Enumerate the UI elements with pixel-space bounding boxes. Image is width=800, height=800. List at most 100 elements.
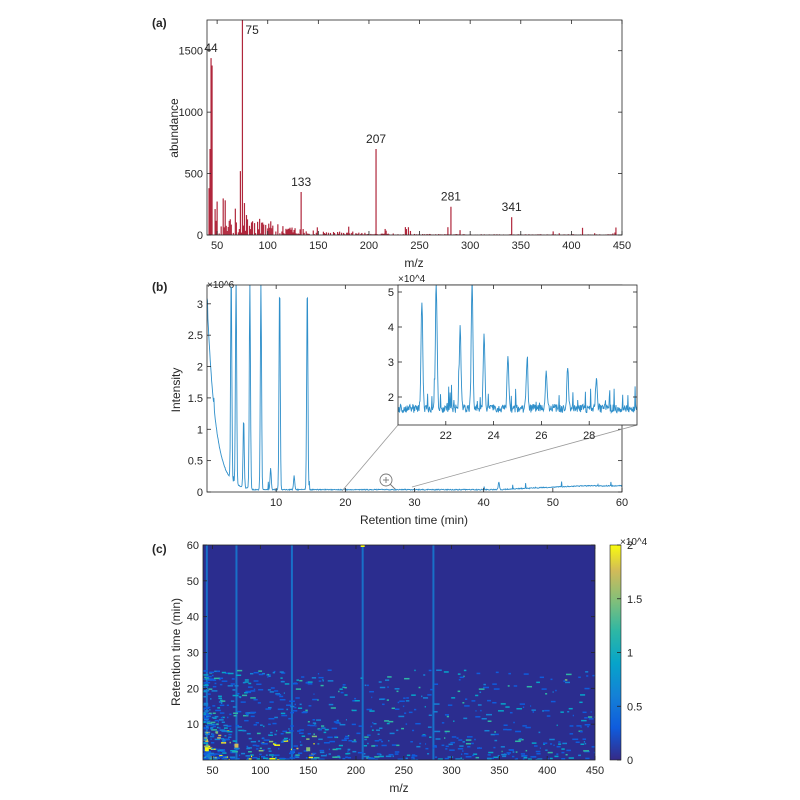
- heatmap-cell: [281, 714, 288, 717]
- heatmap-cell: [253, 688, 256, 691]
- heatmap-hotspot: [234, 743, 239, 748]
- heatmap-cell: [312, 752, 317, 755]
- heatmap-cell: [246, 757, 251, 759]
- heatmap-cell: [357, 751, 364, 754]
- heatmap-cell: [445, 745, 449, 748]
- heatmap-cell: [536, 681, 540, 684]
- heatmap-cell: [311, 758, 317, 760]
- heatmap-cell: [232, 694, 239, 697]
- heatmap-cell: [406, 754, 411, 757]
- heatmap-cell: [351, 709, 357, 712]
- heatmap-cell: [307, 724, 311, 727]
- heatmap-cell: [514, 758, 518, 760]
- heatmap-cell: [238, 696, 242, 698]
- heatmap-cell: [280, 741, 284, 743]
- heatmap-cell: [379, 727, 383, 730]
- heatmap-cell: [253, 671, 259, 674]
- heatmap-cell: [457, 748, 464, 750]
- heatmap-cell: [246, 758, 252, 760]
- heatmap-cell: [204, 739, 207, 741]
- heatmap-cell: [561, 751, 565, 754]
- panel-a-ticks: 50 100 150 200 250 300 350 400 450 0 500 1000 1500: [179, 20, 631, 252]
- heatmap-cell: [203, 684, 209, 687]
- panel-c-y-tick-label: 10: [187, 719, 199, 731]
- heatmap-cell: [272, 722, 277, 725]
- heatmap-cell: [487, 754, 491, 756]
- heatmap-cell: [221, 700, 226, 702]
- heatmap-cell: [242, 694, 248, 697]
- heatmap-cell: [212, 725, 216, 728]
- heatmap-cell: [329, 740, 336, 743]
- heatmap-cell: [381, 740, 384, 743]
- heatmap-cell: [206, 715, 211, 718]
- heatmap-cell: [267, 676, 269, 678]
- heatmap-cell: [413, 755, 418, 757]
- heatmap-cell: [294, 755, 299, 757]
- panel-c-heatmap: (c) 50 100 150 200 250 300 350 400 4501020304050…: [152, 537, 648, 795]
- heatmap-cell: [333, 721, 340, 723]
- heatmap-cell: [414, 669, 416, 672]
- heatmap-cell: [505, 706, 510, 708]
- heatmap-cell: [206, 739, 208, 741]
- heatmap-cell: [382, 703, 385, 706]
- heatmap-cell: [464, 705, 470, 707]
- heatmap-cell: [206, 744, 209, 746]
- heatmap-cell: [356, 732, 361, 735]
- heatmap-cell: [297, 730, 301, 732]
- heatmap-cell: [280, 712, 286, 715]
- heatmap-cell: [214, 738, 221, 741]
- heatmap-cell: [563, 680, 566, 682]
- heatmap-cell: [242, 714, 249, 717]
- heatmap-cell: [561, 748, 565, 750]
- heatmap-cell: [477, 704, 482, 706]
- heatmap-cell: [212, 733, 215, 736]
- heatmap-cell: [217, 720, 220, 723]
- heatmap-cell: [338, 690, 340, 693]
- heatmap-cell: [566, 749, 571, 752]
- heatmap-cell: [250, 711, 257, 714]
- heatmap-cell: [462, 758, 465, 760]
- heatmap-cell: [576, 725, 582, 727]
- heatmap-cell: [421, 735, 427, 737]
- heatmap-cell: [289, 757, 296, 759]
- heatmap-cell: [256, 745, 260, 747]
- heatmap-cell: [459, 676, 464, 679]
- heatmap-streak: [361, 545, 364, 760]
- heatmap-cell: [331, 727, 338, 730]
- heatmap-cell: [307, 681, 313, 683]
- heatmap-cell: [503, 728, 508, 731]
- panel-c-y-tick-label: 50: [187, 576, 199, 588]
- heatmap-cell: [580, 694, 586, 696]
- heatmap-cell: [367, 734, 371, 736]
- heatmap-cell: [312, 698, 318, 701]
- heatmap-cell: [268, 675, 271, 677]
- heatmap-cell: [321, 725, 325, 727]
- heatmap-cell: [214, 756, 217, 759]
- heatmap-cell: [578, 754, 581, 757]
- heatmap-cell: [387, 686, 389, 688]
- heatmap-cell: [216, 726, 219, 729]
- heatmap-cell: [203, 720, 208, 722]
- heatmap-cell: [344, 686, 347, 689]
- heatmap-cell: [218, 734, 222, 737]
- heatmap-cell: [274, 690, 279, 692]
- heatmap-cell: [416, 745, 421, 748]
- heatmap-cell: [277, 708, 284, 711]
- heatmap-cell: [279, 758, 285, 760]
- inset-x-tick-label: 26: [535, 430, 547, 442]
- panel-a-axes-box: [206, 19, 623, 236]
- heatmap-cell: [314, 756, 320, 759]
- heatmap-cell: [348, 739, 353, 742]
- heatmap-cell: [345, 753, 349, 755]
- heatmap-cell: [371, 745, 376, 747]
- panel-c-y-tick-label: 20: [187, 683, 199, 695]
- heatmap-cell: [312, 719, 316, 721]
- heatmap-cell: [427, 726, 432, 728]
- heatmap-cell: [297, 707, 303, 709]
- heatmap-cell: [372, 721, 374, 724]
- heatmap-cell: [204, 755, 211, 758]
- heatmap-cell: [515, 751, 518, 753]
- heatmap-cell: [204, 752, 210, 754]
- heatmap-cell: [552, 691, 554, 693]
- heatmap-cell: [203, 707, 209, 709]
